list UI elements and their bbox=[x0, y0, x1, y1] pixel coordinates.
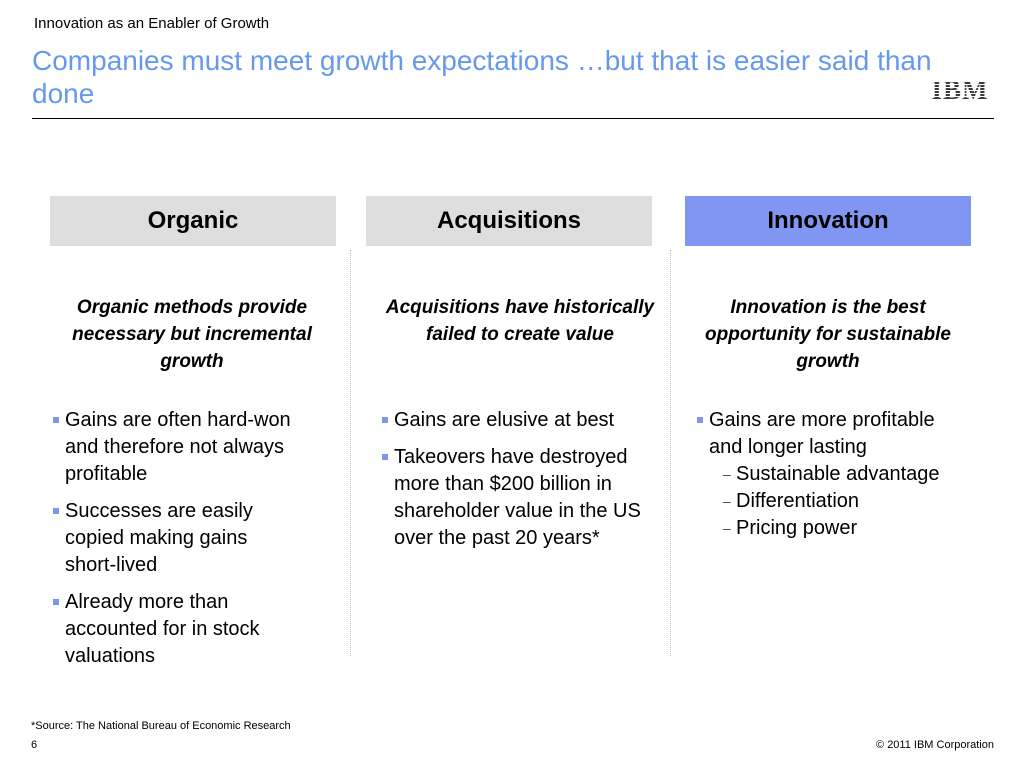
sub-bullet-text: Differentiation bbox=[736, 490, 860, 512]
sub-bullet-list: – Sustainable advantage – Differentiatio… bbox=[709, 461, 947, 542]
bullet-item: Already more than accounted for in stock… bbox=[53, 589, 303, 670]
bullet-square-icon bbox=[382, 454, 388, 460]
bullet-text: Gains are elusive at best bbox=[394, 409, 615, 431]
source-footnote: *Source: The National Bureau of Economic… bbox=[31, 720, 291, 732]
bullet-text: Gains are more profitable and longer las… bbox=[709, 409, 935, 458]
bullet-item: Takeovers have destroyed more than $200 … bbox=[382, 444, 644, 552]
title-divider bbox=[32, 118, 994, 119]
column-subheading-innovation: Innovation is the best opportunity for s… bbox=[705, 297, 951, 372]
organic-bullet-list: Gains are often hard-won and therefore n… bbox=[53, 407, 303, 680]
bullet-square-icon bbox=[53, 508, 59, 514]
bullet-item: Gains are more profitable and longer las… bbox=[697, 407, 947, 542]
bullet-text: Gains are often hard-won and therefore n… bbox=[65, 409, 291, 485]
sub-bullet-item: – Sustainable advantage bbox=[723, 461, 947, 488]
bullet-item: Gains are elusive at best bbox=[382, 407, 644, 434]
bullet-square-icon bbox=[53, 417, 59, 423]
sub-bullet-text: Pricing power bbox=[736, 517, 858, 539]
bullet-item: Gains are often hard-won and therefore n… bbox=[53, 407, 303, 488]
ibm-logo: IBM bbox=[932, 76, 989, 102]
dash-icon: – bbox=[723, 493, 731, 509]
column-subheading-organic: Organic methods provide necessary but in… bbox=[72, 297, 312, 372]
bullet-square-icon bbox=[53, 599, 59, 605]
column-divider bbox=[670, 250, 671, 656]
dash-icon: – bbox=[723, 520, 731, 536]
bullet-square-icon bbox=[697, 417, 703, 423]
slide-title: Companies must meet growth expectations … bbox=[32, 45, 932, 109]
acquisitions-bullet-list: Gains are elusive at best Takeovers have… bbox=[382, 407, 644, 562]
innovation-bullet-list: Gains are more profitable and longer las… bbox=[697, 407, 947, 552]
ibm-logo-text: IBM bbox=[932, 76, 989, 102]
column-header-innovation: Innovation bbox=[685, 196, 971, 246]
page-number: 6 bbox=[31, 739, 38, 751]
column-subheading-acquisitions: Acquisitions have historically failed to… bbox=[385, 297, 655, 345]
column-header-organic: Organic bbox=[50, 196, 336, 246]
column-header-acquisitions: Acquisitions bbox=[366, 196, 652, 246]
dash-icon: – bbox=[723, 466, 731, 482]
sub-bullet-text: Sustainable advantage bbox=[736, 463, 940, 485]
copyright-notice: © 2011 IBM Corporation bbox=[876, 739, 994, 751]
slide-kicker: Innovation as an Enabler of Growth bbox=[34, 15, 270, 32]
sub-bullet-item: – Pricing power bbox=[723, 515, 947, 542]
bullet-text: Successes are easily copied making gains… bbox=[65, 500, 253, 576]
sub-bullet-item: – Differentiation bbox=[723, 488, 947, 515]
bullet-item: Successes are easily copied making gains… bbox=[53, 498, 303, 579]
column-divider bbox=[350, 250, 351, 656]
bullet-square-icon bbox=[382, 417, 388, 423]
bullet-text: Already more than accounted for in stock… bbox=[65, 591, 260, 667]
bullet-text: Takeovers have destroyed more than $200 … bbox=[394, 446, 641, 549]
